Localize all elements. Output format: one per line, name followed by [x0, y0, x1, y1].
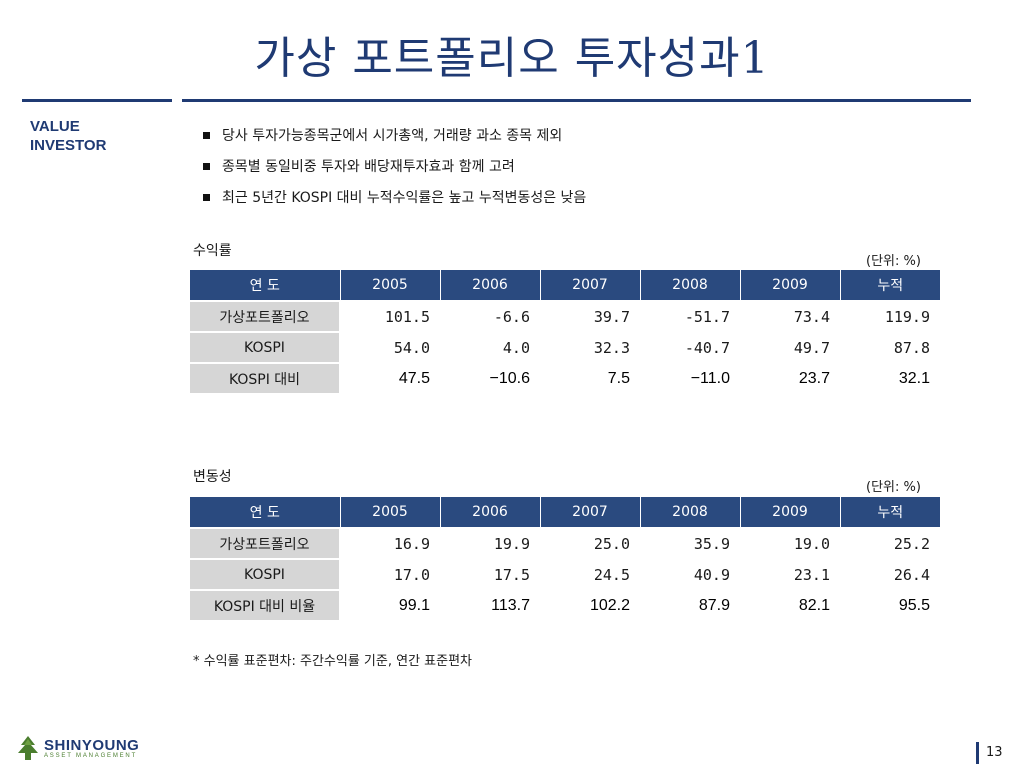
table-cell: 32.1	[840, 363, 940, 395]
table-cell: 49.7	[740, 332, 840, 364]
bullet-list: 당사 투자가능종목군에서 시가총액, 거래량 과소 종목 제외 종목별 동일비중…	[200, 126, 586, 219]
table-cell: 39.7	[540, 301, 640, 333]
volatility-label: 변동성	[193, 469, 232, 485]
table-cell: 95.5	[840, 590, 940, 622]
column-header: 누적	[840, 270, 940, 302]
table-header-row: 연 도 2005 2006 2007 2008 2009 누적	[190, 497, 940, 529]
slide-title: 가상 포트폴리오 투자성과1	[254, 33, 770, 84]
pine-tree-icon	[18, 736, 38, 760]
table-cell: 25.0	[540, 528, 640, 560]
bullet-item: 종목별 동일비중 투자와 배당재투자효과 함께 고려	[200, 157, 586, 188]
table-cell: -40.7	[640, 332, 740, 364]
table-cell: -6.6	[440, 301, 540, 333]
table-cell: 87.9	[640, 590, 740, 622]
table-cell: 119.9	[840, 301, 940, 333]
table-cell: 40.9	[640, 559, 740, 591]
table-cell: 47.5	[340, 363, 440, 395]
column-header: 2006	[440, 497, 541, 529]
table-cell: 102.2	[540, 590, 640, 622]
column-header: 연 도	[190, 270, 341, 302]
column-header: 2005	[340, 270, 441, 302]
volatility-unit: (단위: %)	[866, 480, 921, 495]
table-cell: 25.2	[840, 528, 940, 560]
returns-table: 연 도 2005 2006 2007 2008 2009 누적 가상포트폴리오 …	[190, 270, 940, 395]
title-rule-right	[182, 99, 971, 102]
table-row: KOSPI 대비 비율 99.1 113.7 102.2 87.9 82.1 9…	[190, 590, 940, 622]
table-cell: 82.1	[740, 590, 840, 622]
table-cell: 19.9	[440, 528, 540, 560]
column-header: 2007	[540, 270, 641, 302]
row-label: 가상포트폴리오	[190, 528, 341, 560]
row-label: KOSPI 대비	[190, 363, 341, 395]
table-cell: 35.9	[640, 528, 740, 560]
bullet-item: 최근 5년간 KOSPI 대비 누적수익률은 높고 누적변동성은 낮음	[200, 188, 586, 219]
page-number: 13	[986, 745, 1003, 760]
table-cell: 32.3	[540, 332, 640, 364]
row-label: KOSPI	[190, 332, 341, 364]
column-header: 2009	[740, 497, 841, 529]
returns-label: 수익률	[193, 243, 232, 259]
column-header: 2006	[440, 270, 541, 302]
table-row: KOSPI 17.0 17.5 24.5 40.9 23.1 26.4	[190, 559, 940, 591]
table-cell: −10.6	[440, 363, 540, 395]
table-cell: 23.7	[740, 363, 840, 395]
table-cell: 73.4	[740, 301, 840, 333]
table-header-row: 연 도 2005 2006 2007 2008 2009 누적	[190, 270, 940, 302]
returns-unit: (단위: %)	[866, 254, 921, 269]
table-cell: 17.5	[440, 559, 540, 591]
table-cell: 23.1	[740, 559, 840, 591]
logo-subtitle: ASSET MANAGEMENT	[44, 753, 138, 759]
logo-name: SHINYOUNG	[44, 737, 140, 754]
footnote: * 수익률 표준편차: 주간수익률 기준, 연간 표준편차	[193, 654, 473, 669]
table-cell: 16.9	[340, 528, 440, 560]
table-cell: 17.0	[340, 559, 440, 591]
title-rule-left	[22, 99, 172, 102]
table-cell: 19.0	[740, 528, 840, 560]
table-row: 가상포트폴리오 16.9 19.9 25.0 35.9 19.0 25.2	[190, 528, 940, 560]
page-number-bar	[976, 742, 979, 764]
table-cell: 99.1	[340, 590, 440, 622]
column-header: 2009	[740, 270, 841, 302]
brand-line-1: VALUE	[30, 118, 80, 135]
column-header: 2008	[640, 270, 741, 302]
table-cell: 54.0	[340, 332, 440, 364]
column-header: 2005	[340, 497, 441, 529]
table-cell: 101.5	[340, 301, 440, 333]
table-cell: 4.0	[440, 332, 540, 364]
bullet-item: 당사 투자가능종목군에서 시가총액, 거래량 과소 종목 제외	[200, 126, 586, 157]
column-header: 2007	[540, 497, 641, 529]
brand-tag: VALUE INVESTOR	[30, 117, 106, 155]
table-cell: 113.7	[440, 590, 540, 622]
table-cell: 26.4	[840, 559, 940, 591]
table-cell: -51.7	[640, 301, 740, 333]
row-label: 가상포트폴리오	[190, 301, 341, 333]
table-row: KOSPI 대비 47.5 −10.6 7.5 −11.0 23.7 32.1	[190, 363, 940, 395]
table-cell: 87.8	[840, 332, 940, 364]
row-label: KOSPI	[190, 559, 341, 591]
table-cell: 7.5	[540, 363, 640, 395]
column-header: 연 도	[190, 497, 341, 529]
brand-line-2: INVESTOR	[30, 137, 107, 154]
row-label: KOSPI 대비 비율	[190, 590, 341, 622]
table-cell: −11.0	[640, 363, 740, 395]
table-row: KOSPI 54.0 4.0 32.3 -40.7 49.7 87.8	[190, 332, 940, 364]
table-row: 가상포트폴리오 101.5 -6.6 39.7 -51.7 73.4 119.9	[190, 301, 940, 333]
volatility-table: 연 도 2005 2006 2007 2008 2009 누적 가상포트폴리오 …	[190, 497, 940, 622]
column-header: 누적	[840, 497, 940, 529]
column-header: 2008	[640, 497, 741, 529]
table-cell: 24.5	[540, 559, 640, 591]
